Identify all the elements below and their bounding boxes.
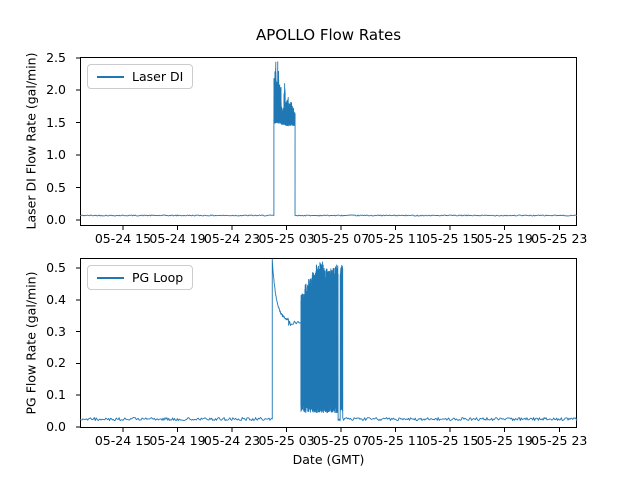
legend-label: PG Loop: [132, 270, 184, 285]
x-tick-label: 05-25 11: [367, 231, 424, 246]
y-tick-label: 0.3: [46, 323, 66, 339]
axes-spines: [80, 57, 577, 226]
y-tick-label: 0.0: [46, 418, 66, 434]
legend-pg-loop: PG Loop: [87, 265, 194, 290]
legend-line-icon: [97, 75, 124, 78]
chart-title: APOLLO Flow Rates: [255, 26, 402, 44]
x-tick-label: 05-24 19: [149, 433, 206, 448]
y-tick-label: 0.4: [46, 291, 66, 307]
y-tick-label: 0.1: [46, 387, 66, 403]
y-axis-label-laser-di: Laser DI Flow Rate (gal/min): [23, 52, 39, 230]
x-tick-label: 05-25 23: [531, 433, 588, 448]
x-tick-label: 05-25 15: [422, 231, 479, 246]
y-tick-label: 1.5: [46, 114, 66, 130]
legend-line-icon: [97, 276, 124, 279]
axes-spines: [80, 258, 577, 428]
x-tick-label: 05-25 03: [258, 231, 315, 246]
legend-label: Laser DI: [132, 69, 184, 84]
x-tick-label: 05-25 23: [531, 231, 588, 246]
y-tick-label: 2.0: [46, 82, 66, 98]
y-tick-label: 0.5: [46, 260, 66, 275]
y-tick-label: 0.0: [46, 212, 66, 228]
y-tick-label: 0.5: [46, 179, 66, 195]
x-tick-label: 05-25 11: [367, 433, 424, 448]
y-tick-label: 0.2: [46, 355, 66, 371]
x-tick-label: 05-24 19: [149, 231, 206, 246]
x-tick-label: 05-25 15: [422, 433, 479, 448]
x-tick-label: 05-24 15: [94, 231, 152, 246]
x-tick-label: 05-24 23: [203, 231, 261, 246]
y-tick-label: 2.5: [46, 49, 66, 65]
x-axis-label: Date (GMT): [292, 452, 365, 467]
series-line-pg-loop: [79, 258, 578, 422]
x-tick-label: 05-24 15: [94, 433, 152, 448]
x-tick-label: 05-25 19: [476, 231, 533, 246]
x-tick-label: 05-25 19: [476, 433, 533, 448]
x-tick-label: 05-25 07: [313, 231, 370, 246]
series-line-laser-di: [79, 61, 578, 217]
x-tick-label: 05-24 23: [203, 433, 261, 448]
x-tick-label: 05-25 03: [258, 433, 315, 448]
legend-laser-di: Laser DI: [87, 64, 194, 89]
x-tick-label: 05-25 07: [313, 433, 370, 448]
y-tick-label: 1.0: [46, 147, 66, 163]
